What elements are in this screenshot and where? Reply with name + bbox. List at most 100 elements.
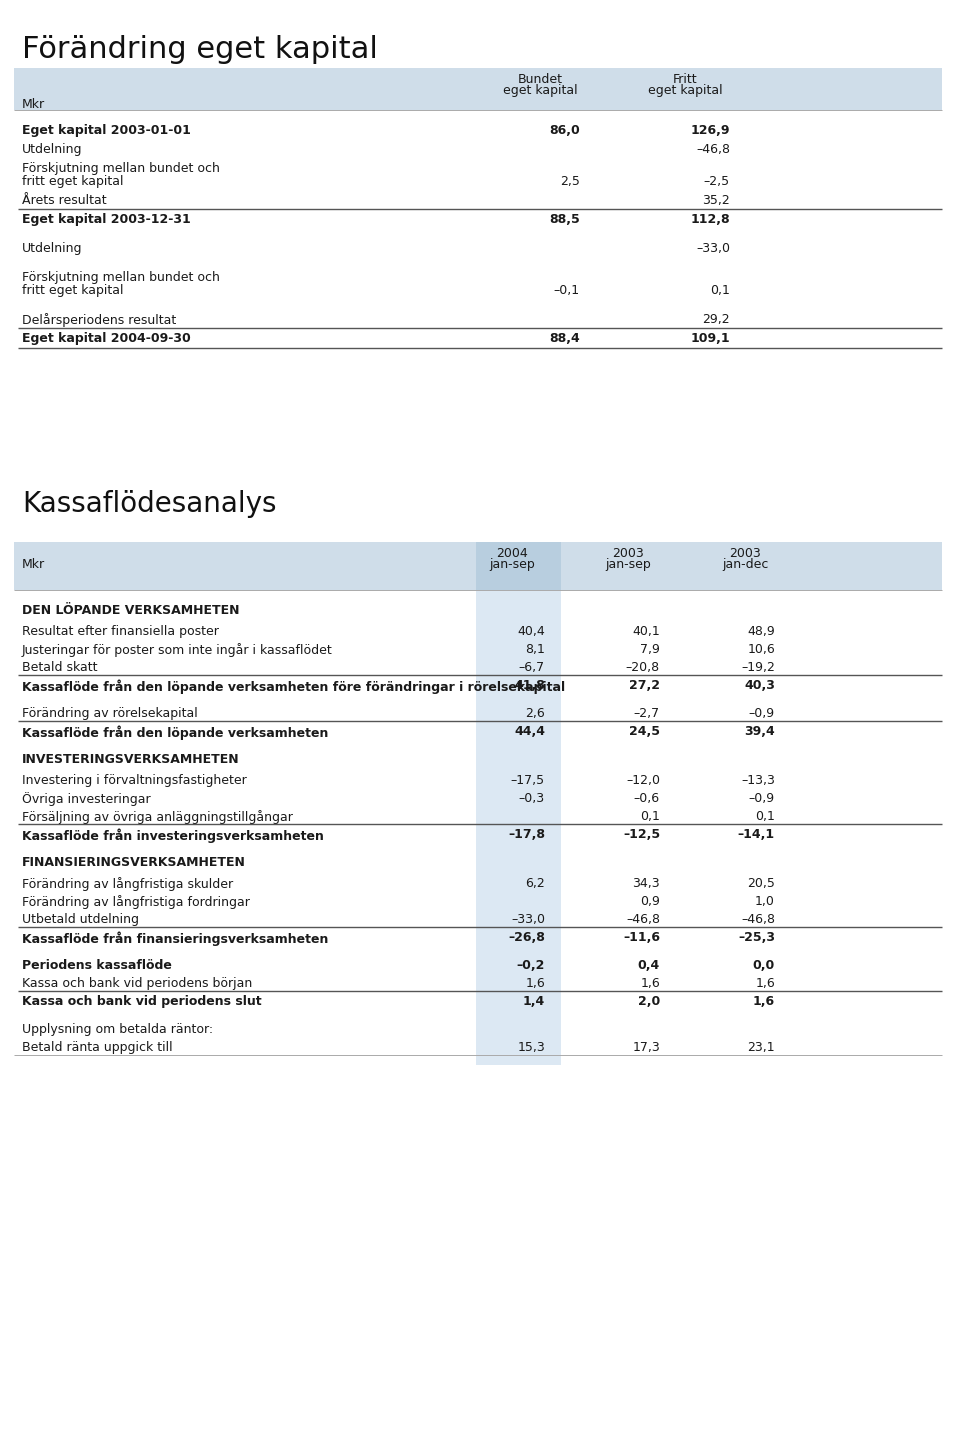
Text: 2,5: 2,5 bbox=[560, 175, 580, 188]
Text: 39,4: 39,4 bbox=[744, 725, 775, 738]
Text: –17,8: –17,8 bbox=[508, 828, 545, 841]
Text: –46,8: –46,8 bbox=[626, 914, 660, 927]
Text: 40,3: 40,3 bbox=[744, 679, 775, 692]
Text: –0,6: –0,6 bbox=[634, 792, 660, 805]
Text: 17,3: 17,3 bbox=[633, 1041, 660, 1054]
Text: Utbetald utdelning: Utbetald utdelning bbox=[22, 914, 139, 927]
Text: –0,9: –0,9 bbox=[749, 707, 775, 720]
Text: Betald skatt: Betald skatt bbox=[22, 660, 98, 673]
Text: Kassaflöde från den löpande verksamheten: Kassaflöde från den löpande verksamheten bbox=[22, 725, 328, 740]
Text: –0,9: –0,9 bbox=[749, 792, 775, 805]
Text: 7,9: 7,9 bbox=[640, 643, 660, 656]
Text: 41,8: 41,8 bbox=[515, 679, 545, 692]
Text: –33,0: –33,0 bbox=[511, 914, 545, 927]
Text: eget kapital: eget kapital bbox=[648, 84, 722, 97]
Text: Kassaflödesanalys: Kassaflödesanalys bbox=[22, 489, 276, 518]
Text: Kassa och bank vid periodens början: Kassa och bank vid periodens början bbox=[22, 977, 252, 990]
Text: 1,6: 1,6 bbox=[756, 977, 775, 990]
Text: Justeringar för poster som inte ingår i kassaflödet: Justeringar för poster som inte ingår i … bbox=[22, 643, 333, 657]
Text: 1,6: 1,6 bbox=[753, 995, 775, 1008]
Text: eget kapital: eget kapital bbox=[503, 84, 577, 97]
Text: 40,1: 40,1 bbox=[633, 626, 660, 639]
Text: –2,5: –2,5 bbox=[704, 175, 730, 188]
Text: 2004: 2004 bbox=[496, 547, 528, 560]
Text: 15,3: 15,3 bbox=[517, 1041, 545, 1054]
Text: 10,6: 10,6 bbox=[747, 643, 775, 656]
Text: Resultat efter finansiella poster: Resultat efter finansiella poster bbox=[22, 626, 219, 639]
Bar bbox=[476, 542, 561, 589]
Text: 88,4: 88,4 bbox=[549, 332, 580, 345]
Text: –25,3: –25,3 bbox=[738, 931, 775, 944]
Text: Periodens kassaflöde: Periodens kassaflöde bbox=[22, 959, 172, 972]
Text: Fritt: Fritt bbox=[673, 72, 697, 85]
Text: Förändring av långfristiga fordringar: Förändring av långfristiga fordringar bbox=[22, 895, 250, 909]
Text: –0,3: –0,3 bbox=[518, 792, 545, 805]
Text: 20,5: 20,5 bbox=[747, 877, 775, 891]
Text: Bundet: Bundet bbox=[517, 72, 563, 85]
Text: –0,1: –0,1 bbox=[554, 284, 580, 297]
Text: Investering i förvaltningsfastigheter: Investering i förvaltningsfastigheter bbox=[22, 775, 247, 788]
Text: Förändring eget kapital: Förändring eget kapital bbox=[22, 35, 378, 64]
Text: –6,7: –6,7 bbox=[518, 660, 545, 673]
Text: 40,4: 40,4 bbox=[517, 626, 545, 639]
Text: –14,1: –14,1 bbox=[738, 828, 775, 841]
Text: Betald ränta uppgick till: Betald ränta uppgick till bbox=[22, 1041, 173, 1054]
Text: 86,0: 86,0 bbox=[549, 125, 580, 138]
Text: Eget kapital 2003-12-31: Eget kapital 2003-12-31 bbox=[22, 213, 191, 226]
Text: 0,9: 0,9 bbox=[640, 895, 660, 908]
Text: 35,2: 35,2 bbox=[703, 194, 730, 207]
Text: Kassa och bank vid periodens slut: Kassa och bank vid periodens slut bbox=[22, 995, 262, 1008]
Text: 27,2: 27,2 bbox=[629, 679, 660, 692]
Text: 44,4: 44,4 bbox=[514, 725, 545, 738]
Text: 126,9: 126,9 bbox=[690, 125, 730, 138]
Text: –12,0: –12,0 bbox=[626, 775, 660, 788]
Text: FINANSIERINGSVERKSAMHETEN: FINANSIERINGSVERKSAMHETEN bbox=[22, 856, 246, 869]
Text: 1,6: 1,6 bbox=[525, 977, 545, 990]
Text: jan-sep: jan-sep bbox=[490, 557, 535, 571]
Bar bbox=[14, 68, 942, 110]
Text: –19,2: –19,2 bbox=[741, 660, 775, 673]
Text: Kassaflöde från finansieringsverksamheten: Kassaflöde från finansieringsverksamhete… bbox=[22, 931, 328, 946]
Text: –46,8: –46,8 bbox=[741, 914, 775, 927]
Text: 2,6: 2,6 bbox=[525, 707, 545, 720]
Text: Övriga investeringar: Övriga investeringar bbox=[22, 792, 151, 807]
Text: Årets resultat: Årets resultat bbox=[22, 194, 107, 207]
Text: Eget kapital 2003-01-01: Eget kapital 2003-01-01 bbox=[22, 125, 191, 138]
Text: Utdelning: Utdelning bbox=[22, 143, 83, 156]
Text: Eget kapital 2004-09-30: Eget kapital 2004-09-30 bbox=[22, 332, 191, 345]
Text: jan-sep: jan-sep bbox=[605, 557, 651, 571]
Text: 112,8: 112,8 bbox=[690, 213, 730, 226]
Text: –13,3: –13,3 bbox=[741, 775, 775, 788]
Text: Kassaflöde från den löpande verksamheten före förändringar i rörelsekapital: Kassaflöde från den löpande verksamheten… bbox=[22, 679, 565, 694]
Text: –46,8: –46,8 bbox=[696, 143, 730, 156]
Text: 2003: 2003 bbox=[730, 547, 761, 560]
Text: Förändring av rörelsekapital: Förändring av rörelsekapital bbox=[22, 707, 198, 720]
Text: Förskjutning mellan bundet och: Förskjutning mellan bundet och bbox=[22, 162, 220, 175]
Text: 1,6: 1,6 bbox=[640, 977, 660, 990]
Text: –26,8: –26,8 bbox=[508, 931, 545, 944]
Text: –17,5: –17,5 bbox=[511, 775, 545, 788]
Text: Utdelning: Utdelning bbox=[22, 242, 83, 255]
Text: Kassaflöde från investeringsverksamheten: Kassaflöde från investeringsverksamheten bbox=[22, 828, 324, 843]
Text: –33,0: –33,0 bbox=[696, 242, 730, 255]
Text: Delårsperiodens resultat: Delårsperiodens resultat bbox=[22, 313, 177, 327]
Text: 88,5: 88,5 bbox=[549, 213, 580, 226]
Text: DEN LÖPANDE VERKSAMHETEN: DEN LÖPANDE VERKSAMHETEN bbox=[22, 604, 239, 617]
Text: 0,1: 0,1 bbox=[710, 284, 730, 297]
Text: 2003: 2003 bbox=[612, 547, 644, 560]
Text: 1,0: 1,0 bbox=[756, 895, 775, 908]
Text: 8,1: 8,1 bbox=[525, 643, 545, 656]
Text: 48,9: 48,9 bbox=[747, 626, 775, 639]
Text: 29,2: 29,2 bbox=[703, 313, 730, 326]
Text: 0,1: 0,1 bbox=[640, 809, 660, 822]
Text: Upplysning om betalda räntor:: Upplysning om betalda räntor: bbox=[22, 1022, 213, 1035]
Text: 2,0: 2,0 bbox=[637, 995, 660, 1008]
Text: Förskjutning mellan bundet och: Förskjutning mellan bundet och bbox=[22, 271, 220, 284]
Text: Förändring av långfristiga skulder: Förändring av långfristiga skulder bbox=[22, 877, 233, 891]
Text: 24,5: 24,5 bbox=[629, 725, 660, 738]
Text: Mkr: Mkr bbox=[22, 557, 45, 571]
Text: 109,1: 109,1 bbox=[690, 332, 730, 345]
Text: –2,7: –2,7 bbox=[634, 707, 660, 720]
Bar bbox=[476, 589, 561, 1064]
Text: fritt eget kapital: fritt eget kapital bbox=[22, 284, 124, 297]
